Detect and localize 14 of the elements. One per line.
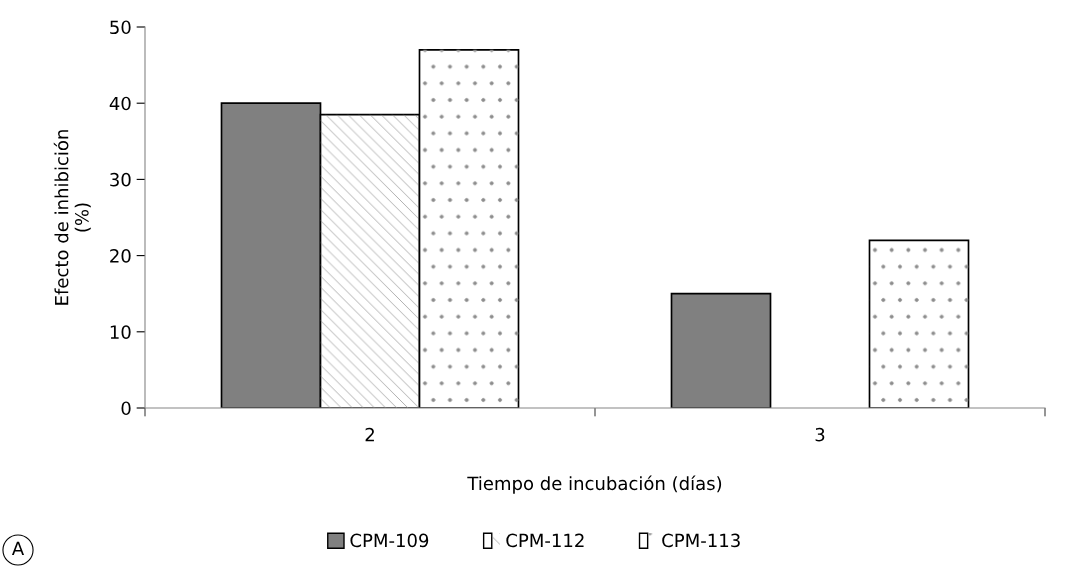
y-tick-label: 20 bbox=[110, 249, 131, 263]
x-axis-title: Tiempo de incubación (días) bbox=[467, 475, 722, 494]
y-tick-label: 40 bbox=[109, 96, 131, 111]
y-tick-label: 50 bbox=[110, 20, 131, 35]
legend-label: CPM-112 bbox=[506, 533, 584, 548]
legend-label: CPM-113 bbox=[662, 533, 740, 548]
y-tick-label: 30 bbox=[110, 172, 131, 187]
text: A bbox=[11, 541, 25, 555]
y-tick-label: 0 bbox=[121, 401, 131, 416]
legend-label: CPM-109 bbox=[350, 533, 429, 548]
x-tick-label: 2 bbox=[365, 427, 374, 442]
x-tick-label: 3 bbox=[815, 427, 825, 442]
y-axis-title: Efecto de inhibición (%) bbox=[53, 130, 91, 305]
y-tick-label: 10 bbox=[110, 325, 131, 339]
